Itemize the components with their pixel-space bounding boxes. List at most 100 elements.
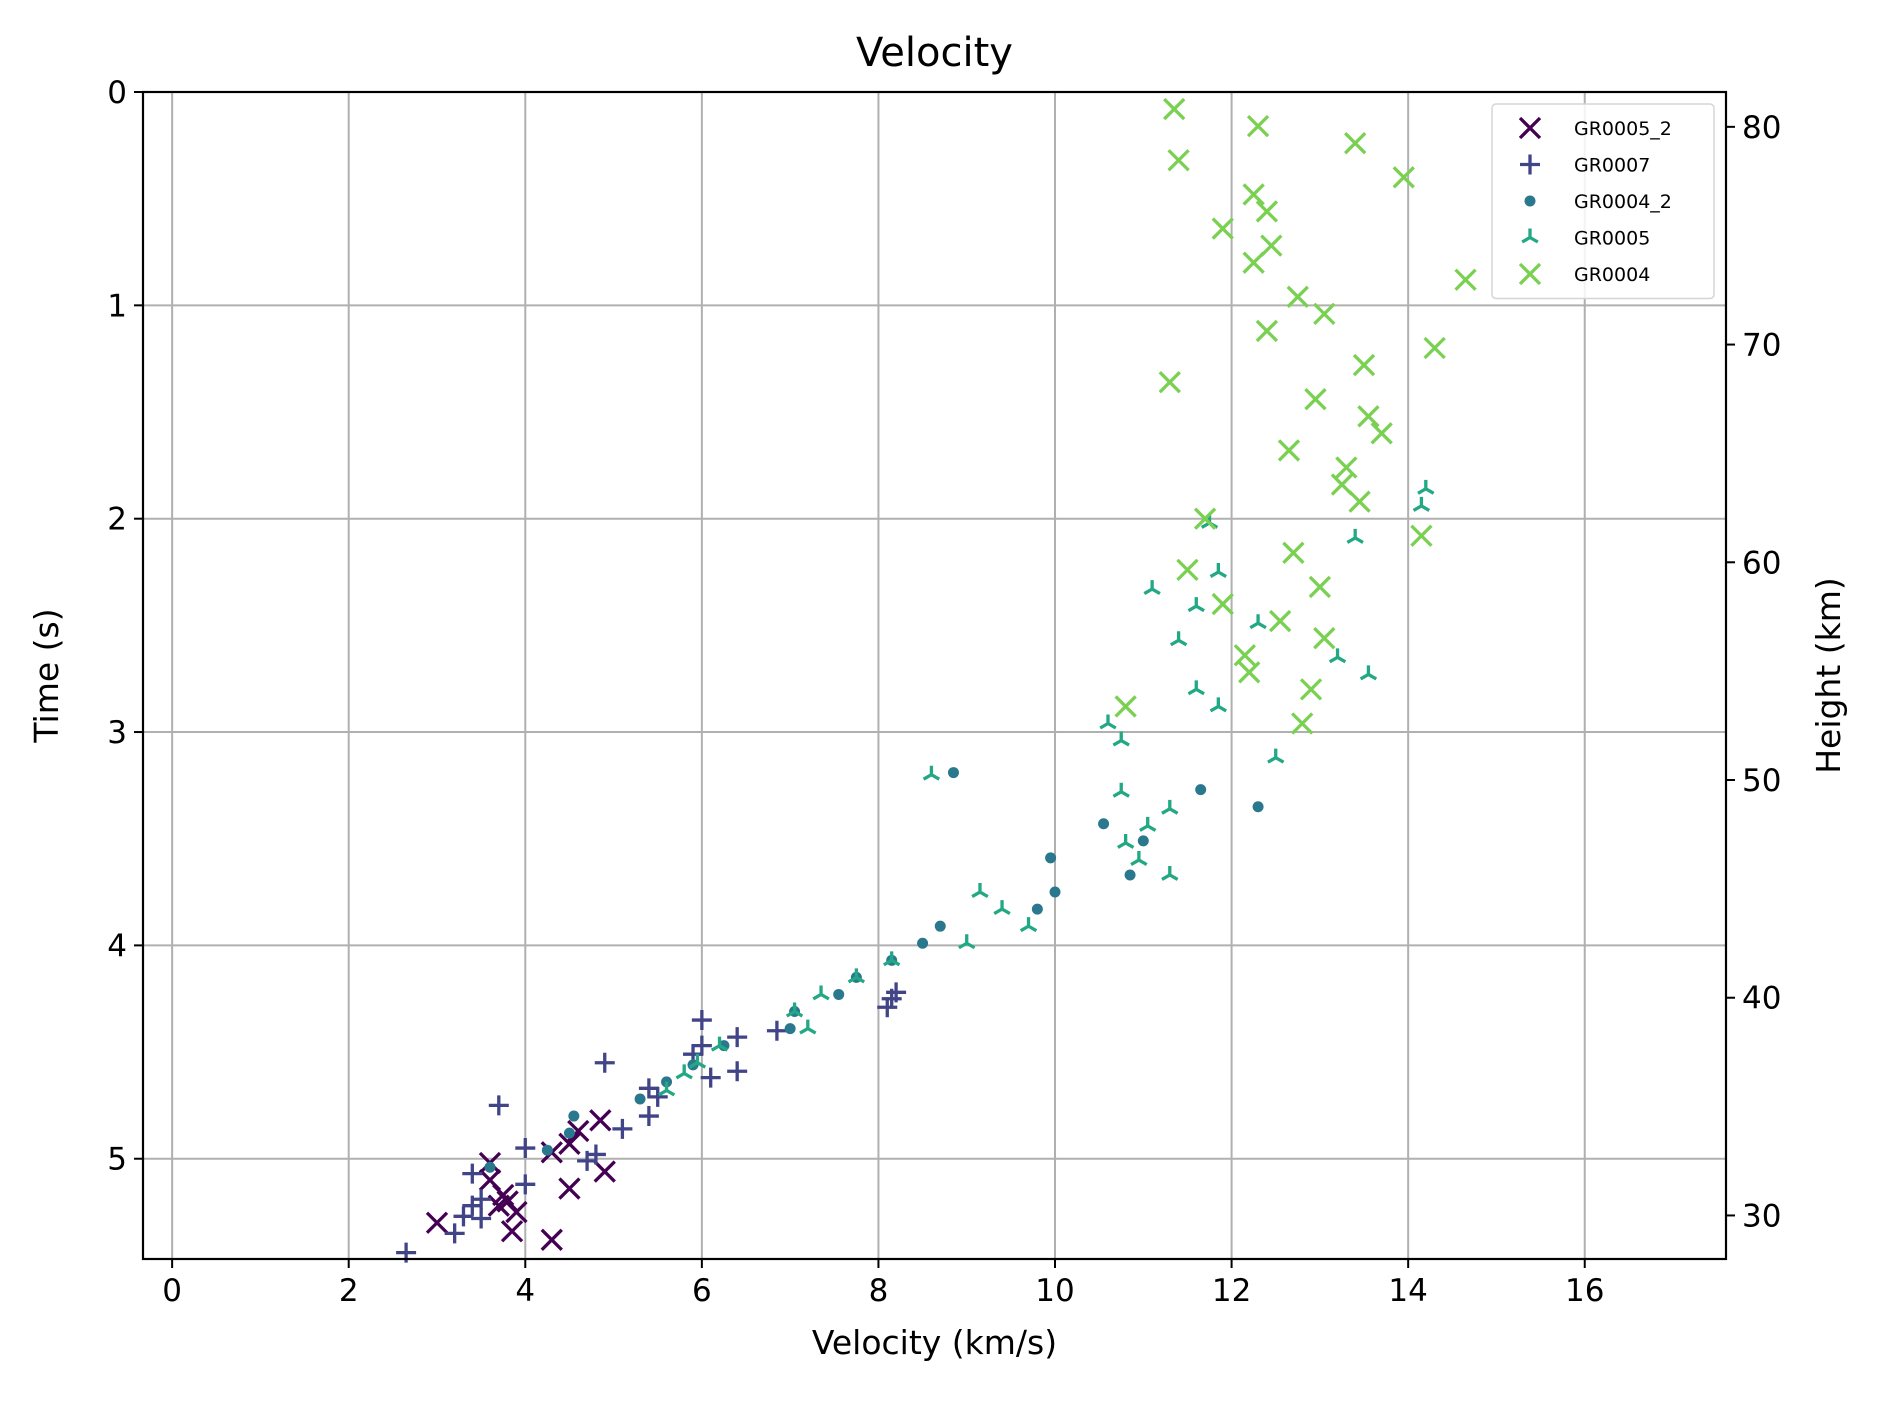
data-point	[958, 934, 976, 950]
data-point	[487, 1194, 510, 1217]
series-GR0007	[396, 982, 907, 1263]
data-point	[647, 1086, 668, 1107]
x-tick-label: 8	[869, 1273, 889, 1309]
data-point	[558, 1132, 581, 1155]
data-point	[1139, 816, 1157, 832]
data-point	[1304, 388, 1327, 411]
data-point	[877, 997, 898, 1018]
legend-entry: GR0004	[1518, 262, 1650, 286]
data-point	[1291, 712, 1314, 735]
data-point	[1392, 166, 1415, 189]
data-point	[568, 1110, 580, 1122]
data-point	[505, 1200, 528, 1224]
data-point	[1313, 302, 1336, 326]
data-point	[593, 1160, 616, 1183]
x-tick-label: 4	[515, 1273, 535, 1309]
data-point	[1143, 580, 1161, 596]
data-point	[1049, 886, 1061, 898]
data-point	[1211, 592, 1234, 616]
legend-label: GR0005_2	[1574, 118, 1672, 140]
data-point	[833, 988, 845, 1000]
data-point	[540, 1228, 563, 1251]
legend-label: GR0004	[1574, 264, 1650, 286]
data-point	[1158, 370, 1181, 394]
data-point	[1163, 97, 1186, 121]
data-point	[1346, 528, 1364, 544]
data-point	[727, 1027, 748, 1048]
data-point	[1161, 865, 1179, 881]
data-point	[594, 1052, 615, 1073]
legend-entry: GR0005_2	[1518, 116, 1672, 140]
data-point	[1187, 597, 1205, 613]
x-tick-label: 14	[1388, 1273, 1427, 1309]
legend-entry: GR0005	[1521, 228, 1650, 250]
data-point	[1267, 748, 1285, 764]
data-point	[638, 1106, 659, 1127]
data-point	[500, 1220, 524, 1243]
data-point	[1112, 782, 1130, 798]
data-point	[1328, 648, 1347, 664]
data-point	[1167, 149, 1190, 172]
data-point	[1335, 456, 1358, 479]
data-point	[589, 1109, 612, 1132]
data-point	[971, 883, 989, 898]
data-point	[1344, 132, 1367, 155]
x-tick-label: 6	[692, 1273, 712, 1309]
data-point	[1520, 154, 1540, 175]
data-point	[1238, 661, 1261, 684]
legend-label: GR0007	[1574, 155, 1650, 177]
data-point	[425, 1211, 449, 1234]
data-point	[1209, 697, 1228, 713]
data-point	[922, 765, 941, 781]
data-point	[1161, 799, 1179, 815]
data-point	[1255, 319, 1279, 343]
data-point	[727, 1061, 748, 1082]
data-point	[1410, 524, 1433, 547]
data-point	[515, 1174, 536, 1195]
data-point	[563, 1127, 575, 1139]
data-point	[1518, 116, 1542, 140]
data-point	[1277, 439, 1301, 462]
data-point	[1260, 234, 1283, 257]
y2-tick-label: 80	[1742, 110, 1781, 146]
data-point	[785, 1002, 804, 1018]
data-point	[541, 1144, 553, 1156]
data-point	[1268, 609, 1292, 633]
y-tick-label: 0	[107, 75, 127, 111]
data-point	[1348, 490, 1371, 513]
data-point	[634, 1093, 646, 1105]
data-point	[657, 1081, 676, 1097]
data-point	[1352, 353, 1376, 377]
data-point	[1195, 784, 1207, 796]
legend-label: GR0005	[1574, 228, 1650, 250]
data-point	[462, 1163, 483, 1184]
series-GR0005	[657, 479, 1435, 1097]
data-point	[1242, 251, 1265, 274]
data-point	[1357, 405, 1380, 428]
y2-tick-label: 60	[1742, 545, 1781, 581]
data-point	[799, 1019, 817, 1035]
data-point	[1112, 731, 1130, 747]
data-point	[947, 767, 959, 779]
data-point	[1370, 422, 1393, 445]
data-point	[1299, 678, 1323, 701]
data-point	[1282, 541, 1305, 564]
data-point	[934, 920, 946, 932]
data-point	[1242, 183, 1265, 206]
legend-entry: GR0007	[1520, 154, 1650, 177]
data-points	[396, 97, 1477, 1263]
y-tick-label: 1	[107, 288, 127, 324]
chart-title: Velocity	[856, 30, 1013, 76]
data-point	[488, 1095, 509, 1116]
data-point	[993, 900, 1011, 916]
data-point	[784, 1023, 796, 1035]
y2-axis-title: Height (km)	[1809, 577, 1848, 774]
data-point	[1187, 680, 1205, 696]
x-tick-label: 12	[1212, 1273, 1251, 1309]
data-point	[1099, 714, 1117, 730]
legend-box	[1491, 103, 1715, 300]
data-point	[1308, 575, 1332, 599]
legend-label: GR0004_2	[1574, 191, 1672, 213]
